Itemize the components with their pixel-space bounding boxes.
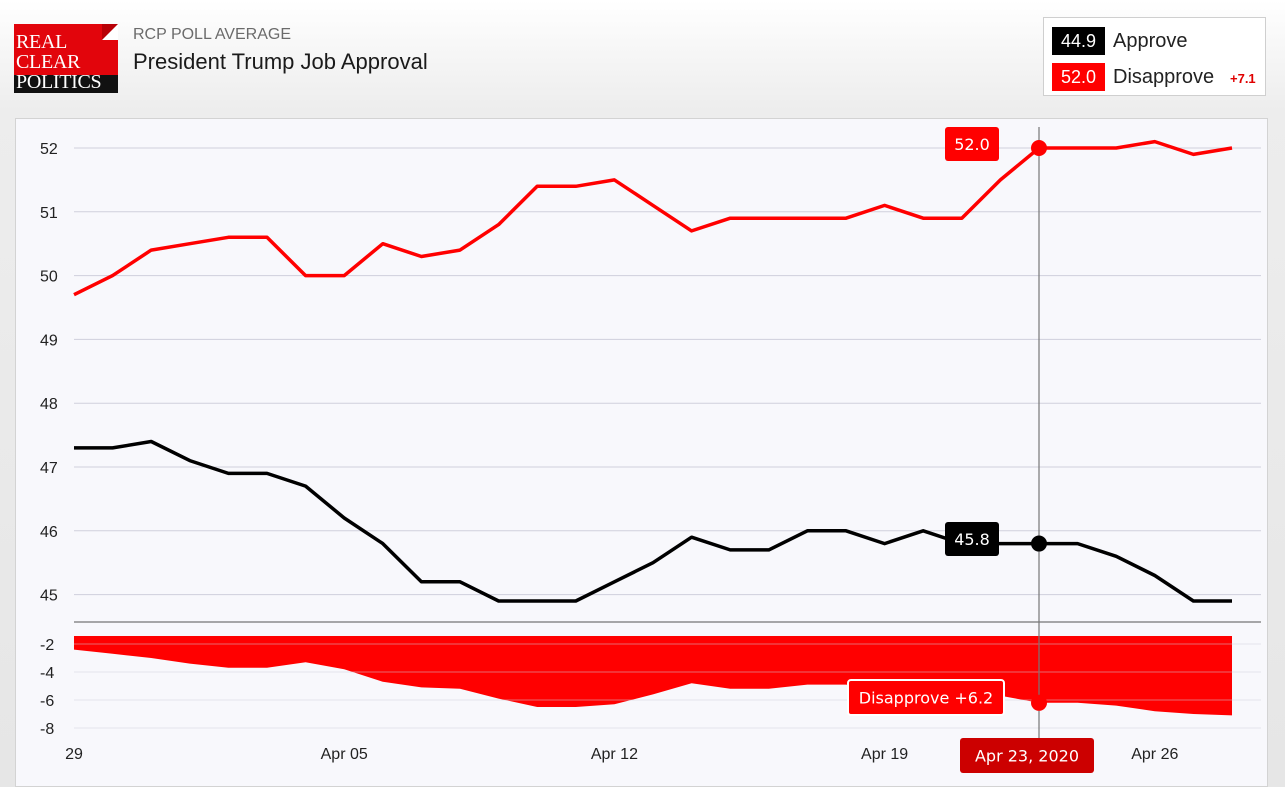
hover-point-spread[interactable]: [1031, 694, 1047, 711]
legend-approve-value: 44.9: [1052, 27, 1105, 55]
legend: 44.9 Approve 52.0 Disapprove +7.1: [1043, 17, 1266, 96]
series-line-disapprove[interactable]: [73, 139, 1233, 297]
y-tick-label: 48: [40, 396, 58, 413]
chart-area[interactable]: 45 46 47 48 49 50 51 52 -2 -4 -6 -8 29 Apr 05 Apr 12 Ap…: [15, 118, 1268, 787]
legend-spread-value: +7.1: [1230, 71, 1256, 86]
tooltip-date-label: Apr 23, 2020: [975, 747, 1079, 766]
tooltip-date-label-bg: [960, 738, 1094, 773]
y-tick-label: 50: [40, 269, 58, 286]
logo-line-3: POLITICS: [16, 71, 102, 93]
legend-disapprove-label: Disapprove: [1113, 66, 1215, 88]
tooltip-disapprove-value: 52.0: [954, 135, 990, 154]
logo-line-2: CLEAR: [16, 51, 81, 73]
tooltip-disapprove-value-bg: [945, 127, 999, 161]
y-tick-label: 47: [40, 460, 58, 477]
spread-y-tick-label: -2: [40, 637, 54, 654]
logo-page-fold: [102, 24, 118, 40]
y-tick-label: 52: [40, 141, 58, 158]
tooltip-approve-value-bg: [945, 522, 999, 556]
spread-y-tick-label: -8: [40, 721, 54, 738]
y-tick-label: 49: [40, 332, 58, 349]
chart-title: President Trump Job Approval: [133, 49, 428, 74]
hover-point-approve[interactable]: [1031, 535, 1047, 552]
y-tick-label: 51: [40, 205, 58, 222]
hover-point-disapprove[interactable]: [1031, 140, 1047, 156]
series-line-approve[interactable]: [74, 439, 1232, 603]
y-tick-label: 45: [40, 588, 58, 605]
spread-y-tick-label: -6: [40, 693, 54, 710]
tooltip-spread-value-bg: [847, 679, 1005, 716]
chart-header: REAL CLEAR POLITICS RCP POLL AVERAGE Pre…: [0, 0, 1285, 112]
legend-disapprove-value: 52.0: [1052, 63, 1105, 91]
spread-y-tick-label: -4: [40, 665, 54, 682]
x-tick-label: Apr 26: [1131, 746, 1178, 763]
y-tick-label: 46: [40, 524, 58, 541]
chart-canvas[interactable]: 45 46 47 48 49 50 51 52 -2 -4 -6 -8 29 Apr 05 Apr 12 Ap…: [16, 119, 1267, 786]
x-tick-label: Apr 12: [591, 746, 638, 763]
tooltip-approve-value: 45.8: [954, 530, 990, 549]
realclearpolitics-logo[interactable]: REAL CLEAR POLITICS: [14, 24, 118, 93]
spread-area-disapprove[interactable]: [74, 636, 1232, 716]
logo-line-1: REAL: [16, 31, 68, 53]
x-tick-label: Apr 05: [321, 746, 368, 763]
x-tick-label: 29: [65, 746, 83, 763]
x-tick-label: Apr 19: [861, 746, 908, 763]
legend-approve-label: Approve: [1113, 30, 1188, 52]
tooltip-spread-value: Disapprove +6.2: [859, 689, 993, 708]
logo-strip: [14, 75, 118, 93]
chart-supertitle: RCP POLL AVERAGE: [133, 26, 291, 43]
